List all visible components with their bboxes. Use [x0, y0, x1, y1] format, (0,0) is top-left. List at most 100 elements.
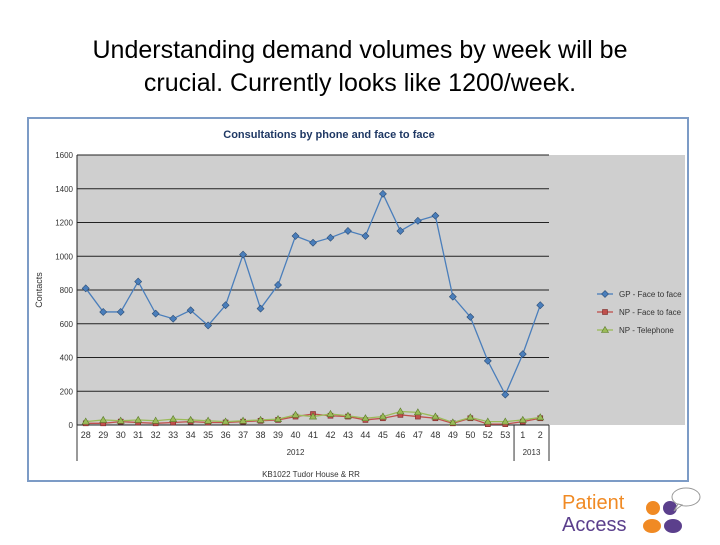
y-tick-label: 200: [60, 387, 74, 396]
data-point: [116, 308, 125, 316]
data-point: [378, 412, 387, 420]
x-tick-label: 49: [448, 430, 458, 440]
people-icon: [643, 501, 682, 533]
data-point: [99, 308, 108, 316]
gridlines: [76, 154, 549, 426]
chart-frame: Consultations by phone and face to face …: [27, 117, 689, 482]
x-tick-label: 39: [273, 430, 283, 440]
slide-title-line-1: Understanding demand volumes by week wil…: [92, 36, 628, 64]
data-point: [448, 418, 457, 426]
x-tick-label: 42: [325, 430, 335, 440]
x-tick-label: 1: [520, 430, 525, 440]
data-point: [601, 290, 609, 298]
x-tick-label: 36: [221, 430, 231, 440]
data-point: [344, 227, 352, 235]
logo-text-line-1: Patient: [562, 492, 625, 514]
x-axis-label: KB1022 Tudor House & RR: [262, 470, 360, 479]
legend-item: GP - Face to face: [597, 290, 682, 299]
speech-bubble-icon: [671, 487, 701, 512]
y-tick-label: 600: [60, 320, 74, 329]
data-point: [501, 417, 510, 425]
y-tick-label: 1400: [55, 185, 73, 194]
x-tick-label: 47: [413, 430, 423, 440]
legend-item: NP - Face to face: [597, 308, 682, 317]
data-point: [396, 227, 405, 235]
data-point: [116, 416, 125, 424]
data-point: [134, 277, 143, 286]
legend-label: GP - Face to face: [619, 290, 682, 299]
x-tick-label: 50: [465, 430, 475, 440]
data-point: [379, 189, 387, 198]
data-point: [536, 413, 545, 421]
x-tick-label: 35: [203, 430, 213, 440]
x-tick-label: 46: [395, 430, 405, 440]
data-point: [256, 304, 265, 313]
x-tick-label: 29: [98, 430, 108, 440]
x-group-label: 2013: [523, 448, 541, 457]
data-point: [204, 416, 213, 424]
x-tick-label: 40: [291, 430, 301, 440]
series-np-telephone: [81, 407, 545, 426]
data-point: [186, 415, 195, 423]
legend-item: NP - Telephone: [597, 325, 674, 335]
data-point: [326, 409, 335, 417]
x-tick-label: 44: [360, 430, 370, 440]
x-tick-label: 37: [238, 430, 248, 440]
data-point: [361, 414, 370, 422]
x-group-label: 2012: [287, 448, 305, 457]
data-point: [396, 407, 405, 415]
data-point: [151, 309, 160, 318]
data-point: [221, 301, 230, 310]
data-point: [169, 314, 178, 323]
patient-access-logo: Patient Access: [540, 486, 720, 540]
x-tick-label: 38: [256, 430, 266, 440]
data-point: [466, 313, 475, 321]
y-tick-label: 1600: [55, 151, 73, 160]
data-point: [291, 232, 300, 240]
x-tick-label: 48: [430, 430, 440, 440]
data-point: [501, 390, 510, 399]
x-tick-label: 33: [168, 430, 178, 440]
data-point: [308, 412, 318, 420]
legend-label: NP - Face to face: [619, 308, 682, 317]
x-tick-label: 34: [186, 430, 196, 440]
data-point: [151, 416, 160, 424]
x-tick-label: 31: [133, 430, 143, 440]
y-tick-label: 0: [69, 421, 74, 430]
data-point: [256, 415, 265, 423]
data-point: [274, 281, 282, 289]
x-tick-label: 41: [308, 430, 318, 440]
logo-text-line-2: Access: [562, 514, 626, 536]
x-tick-label: 53: [500, 430, 510, 440]
legend: GP - Face to face NP - Face to face NP - T…: [597, 290, 682, 335]
data-point: [600, 325, 610, 333]
x-tick-label: 32: [151, 430, 161, 440]
data-point: [483, 417, 492, 425]
data-point: [81, 284, 90, 293]
x-tick-label: 52: [483, 430, 493, 440]
y-axis-ticks: 0 200 400 600 800 1000 1200 1400 1600: [55, 151, 73, 430]
data-point: [326, 233, 335, 242]
y-tick-label: 400: [60, 354, 74, 363]
x-axis-ticks: 28 29 30 31 32 33 34 35 36 37 38 39 40 41 42 43 44 45 46 47…: [76, 425, 550, 461]
data-point: [466, 413, 475, 421]
data-point: [448, 292, 457, 301]
data-point: [239, 250, 247, 259]
data-point: [274, 414, 283, 422]
x-tick-label: 30: [116, 430, 126, 440]
data-point: [309, 238, 317, 247]
x-tick-label: 45: [378, 430, 388, 440]
chart-title: Consultations by phone and face to face: [223, 129, 434, 141]
data-point: [343, 411, 352, 419]
x-tick-label: 2: [538, 430, 543, 440]
data-point: [186, 306, 195, 315]
data-point: [518, 415, 527, 423]
data-point: [134, 415, 143, 423]
data-point: [602, 309, 608, 315]
data-point: [291, 410, 300, 418]
y-tick-label: 1200: [55, 219, 73, 228]
y-axis-label: Contacts: [34, 272, 44, 308]
line-chart: Consultations by phone and face to face …: [29, 119, 687, 480]
data-point: [81, 417, 90, 425]
data-point: [361, 232, 370, 240]
